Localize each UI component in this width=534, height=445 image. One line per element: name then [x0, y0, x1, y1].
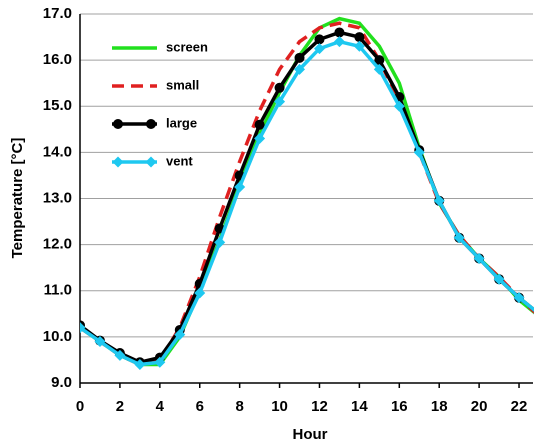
x-tick-label: 22	[511, 398, 528, 415]
x-tick-label: 0	[76, 398, 84, 415]
marker	[234, 181, 246, 193]
marker	[134, 359, 146, 371]
y-tick-label: 10.0	[43, 328, 72, 345]
x-tick-label: 2	[116, 398, 124, 415]
marker	[513, 292, 525, 304]
marker	[174, 329, 186, 341]
x-tick-label: 18	[431, 398, 448, 415]
series-line	[80, 21, 534, 367]
y-tick-label: 11.0	[44, 282, 72, 299]
legend-label: vent	[166, 153, 193, 168]
marker	[334, 27, 345, 38]
marker	[453, 232, 465, 244]
x-tick-label: 8	[235, 398, 243, 415]
marker	[313, 43, 325, 55]
marker	[154, 356, 166, 368]
marker	[254, 133, 266, 145]
marker	[145, 156, 157, 168]
x-tick-label: 12	[311, 398, 328, 415]
marker	[353, 40, 365, 52]
marker	[493, 273, 505, 285]
marker	[146, 119, 156, 129]
series-line	[80, 39, 534, 367]
x-tick-label: 20	[471, 398, 488, 415]
marker	[274, 82, 285, 93]
marker	[294, 52, 305, 63]
marker	[254, 119, 265, 130]
legend-label: large	[166, 115, 197, 130]
x-tick-label: 10	[271, 398, 288, 415]
x-tick-label: 6	[196, 398, 204, 415]
x-tick-label: 14	[351, 398, 368, 415]
marker	[94, 335, 106, 347]
x-tick-label: 16	[391, 398, 408, 415]
y-axis-label: Temperature [°C]	[9, 138, 26, 259]
series-line	[80, 30, 534, 365]
marker	[112, 156, 124, 168]
marker	[194, 287, 206, 299]
marker	[374, 55, 385, 66]
marker	[354, 32, 365, 43]
marker	[393, 100, 405, 112]
marker	[113, 119, 123, 129]
marker	[433, 195, 445, 207]
marker	[114, 349, 126, 361]
y-tick-label: 15.0	[43, 97, 72, 114]
marker	[333, 36, 345, 48]
marker	[80, 322, 86, 334]
marker	[214, 236, 226, 248]
marker	[373, 63, 385, 75]
marker	[413, 146, 425, 158]
y-tick-label: 13.0	[43, 189, 72, 206]
marker	[473, 252, 485, 264]
x-axis-label: Hour	[293, 426, 328, 443]
series-line	[80, 16, 534, 367]
plot-area	[80, 16, 534, 371]
x-tick-label: 4	[156, 398, 165, 415]
legend-label: small	[166, 77, 199, 92]
marker	[314, 34, 325, 45]
marker	[274, 96, 286, 108]
y-tick-label: 9.0	[51, 374, 72, 391]
y-tick-label: 16.0	[43, 51, 72, 68]
marker	[294, 63, 306, 75]
legend-label: screen	[166, 39, 208, 54]
y-tick-label: 17.0	[43, 5, 72, 22]
y-tick-label: 14.0	[43, 143, 72, 160]
y-tick-label: 12.0	[43, 236, 72, 253]
